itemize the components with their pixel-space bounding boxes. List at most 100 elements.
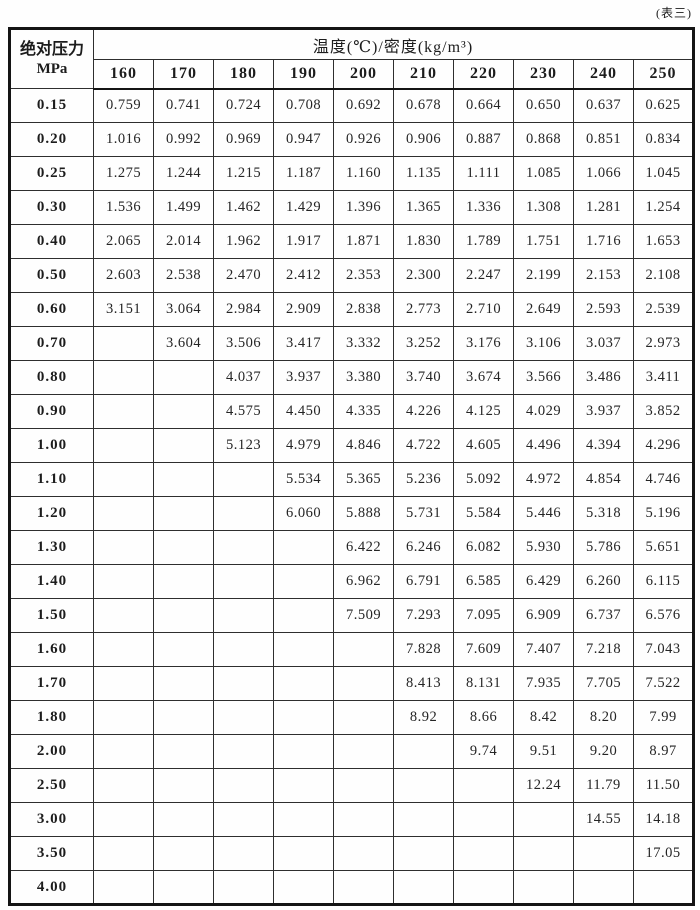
empty-cell	[333, 734, 394, 769]
empty-cell	[213, 734, 274, 769]
density-cell: 5.534	[273, 462, 334, 497]
density-cell: 3.252	[393, 326, 454, 361]
density-cell: 8.42	[513, 700, 574, 735]
density-cell: 2.300	[393, 258, 454, 293]
density-cell: 6.962	[333, 564, 394, 599]
density-cell: 3.037	[573, 326, 634, 361]
pressure-cell: 1.00	[9, 428, 94, 463]
empty-cell	[93, 496, 154, 531]
density-cell: 3.486	[573, 360, 634, 395]
density-cell: 1.187	[273, 156, 334, 191]
density-cell: 7.043	[632, 632, 695, 667]
density-cell: 0.625	[632, 88, 695, 123]
density-cell: 1.254	[632, 190, 695, 225]
density-cell: 1.215	[213, 156, 274, 191]
table-row-0.60: 0.60 3.151 3.064 2.984 2.909 2.838 2.773 2.710 2…	[9, 292, 695, 327]
density-cell: 3.064	[153, 292, 214, 327]
density-cell: 6.082	[453, 530, 514, 565]
empty-cell	[153, 870, 214, 905]
density-cell: 3.151	[93, 292, 154, 327]
pressure-cell: 0.60	[9, 292, 94, 327]
empty-cell	[573, 870, 634, 905]
density-cell: 2.984	[213, 292, 274, 327]
density-cell: 2.773	[393, 292, 454, 327]
empty-cell	[93, 734, 154, 769]
density-cell: 0.741	[153, 88, 214, 123]
empty-cell	[213, 598, 274, 633]
empty-cell	[513, 870, 574, 905]
pressure-cell: 1.20	[9, 496, 94, 531]
density-cell: 9.74	[453, 734, 514, 769]
empty-cell	[153, 360, 214, 395]
empty-cell	[213, 836, 274, 871]
density-cell: 8.131	[453, 666, 514, 701]
density-cell: 5.446	[513, 496, 574, 531]
empty-cell	[632, 870, 695, 905]
table-number-label: (表三)	[656, 6, 692, 20]
table-row-0.90: 0.90 4.575 4.450 4.335 4.226 4.125 4.029 3.937 3…	[9, 394, 695, 429]
density-cell: 1.962	[213, 224, 274, 259]
temp-col-header-210: 210	[393, 59, 454, 90]
density-cell: 4.605	[453, 428, 514, 463]
density-cell: 17.05	[632, 836, 695, 871]
empty-cell	[93, 700, 154, 735]
density-cell: 1.653	[632, 224, 695, 259]
empty-cell	[273, 768, 334, 803]
density-cell: 1.016	[93, 122, 154, 157]
density-cell: 6.791	[393, 564, 454, 599]
density-cell: 4.746	[632, 462, 695, 497]
density-cell: 2.603	[93, 258, 154, 293]
empty-cell	[273, 666, 334, 701]
empty-cell	[153, 530, 214, 565]
empty-cell	[213, 632, 274, 667]
density-cell: 4.394	[573, 428, 634, 463]
density-cell: 4.972	[513, 462, 574, 497]
density-cell: 4.450	[273, 394, 334, 429]
empty-cell	[393, 870, 454, 905]
density-cell: 1.751	[513, 224, 574, 259]
density-cell: 1.429	[273, 190, 334, 225]
empty-cell	[333, 870, 394, 905]
density-cell: 1.396	[333, 190, 394, 225]
density-cell: 5.888	[333, 496, 394, 531]
density-cell: 4.037	[213, 360, 274, 395]
density-cell: 4.575	[213, 394, 274, 429]
density-cell: 1.336	[453, 190, 514, 225]
pressure-cell: 2.50	[9, 768, 94, 803]
empty-cell	[153, 802, 214, 837]
table-row-0.25: 0.25 1.275 1.244 1.215 1.187 1.160 1.135 1.111 1…	[9, 156, 695, 191]
density-cell: 7.218	[573, 632, 634, 667]
pressure-cell: 1.60	[9, 632, 94, 667]
empty-cell	[93, 428, 154, 463]
density-cell: 4.722	[393, 428, 454, 463]
pressure-cell: 1.30	[9, 530, 94, 565]
pressure-cell: 2.00	[9, 734, 94, 769]
density-cell: 1.499	[153, 190, 214, 225]
table-row-0.70: 0.70 3.604 3.506 3.417 3.332 3.252 3.176 3.106 3…	[9, 326, 695, 361]
density-cell: 2.593	[573, 292, 634, 327]
table-row-1.10: 1.10 5.534 5.365 5.236 5.092 4.972 4.854 4.746	[9, 462, 695, 497]
empty-cell	[333, 700, 394, 735]
steam-density-table: 绝对压力 MPa 温度(℃)/密度(kg/m³) 160 170 180 190 200…	[8, 27, 696, 906]
density-cell: 1.462	[213, 190, 274, 225]
density-cell: 2.412	[273, 258, 334, 293]
density-cell: 7.095	[453, 598, 514, 633]
density-cell: 4.296	[632, 428, 695, 463]
density-cell: 0.759	[93, 88, 154, 123]
density-cell: 7.99	[632, 700, 695, 735]
empty-cell	[153, 632, 214, 667]
density-cell: 0.650	[513, 88, 574, 123]
density-cell: 1.789	[453, 224, 514, 259]
density-cell: 3.332	[333, 326, 394, 361]
density-cell: 6.246	[393, 530, 454, 565]
table-row-1.20: 1.20 6.060 5.888 5.731 5.584 5.446 5.318 5.196	[9, 496, 695, 531]
density-cell: 2.973	[632, 326, 695, 361]
pressure-cell: 0.50	[9, 258, 94, 293]
table-header: 绝对压力 MPa 温度(℃)/密度(kg/m³) 160 170 180 190 200…	[9, 28, 695, 90]
empty-cell	[333, 836, 394, 871]
density-cell: 2.470	[213, 258, 274, 293]
density-cell: 0.678	[393, 88, 454, 123]
empty-cell	[153, 428, 214, 463]
density-cell: 3.176	[453, 326, 514, 361]
density-cell: 0.969	[213, 122, 274, 157]
